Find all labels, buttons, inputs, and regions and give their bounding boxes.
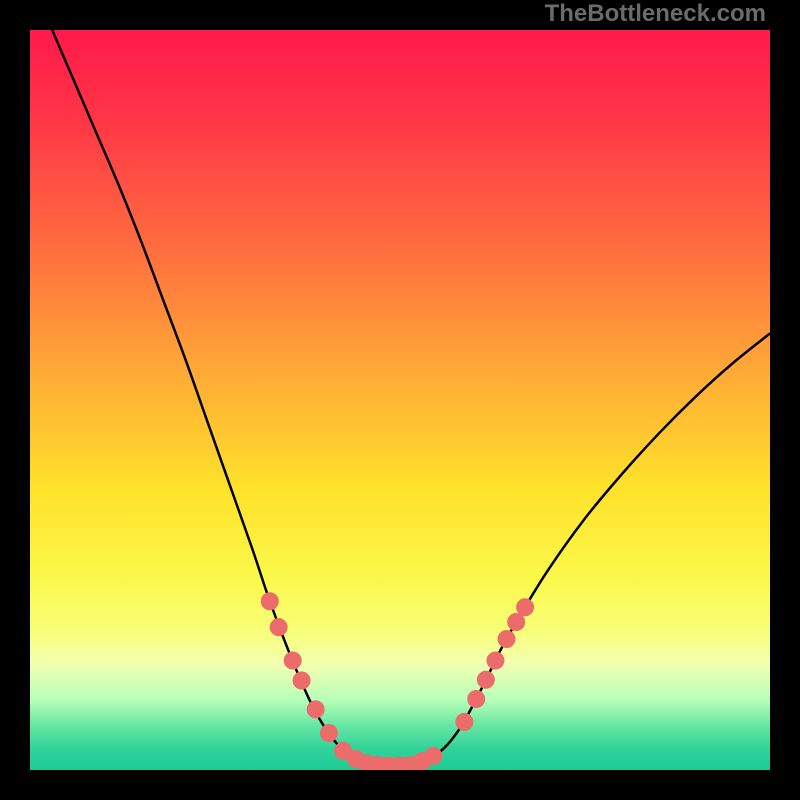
marker-dot	[261, 593, 278, 610]
marker-dot	[456, 713, 473, 730]
marker-dot	[508, 614, 525, 631]
watermark-text: TheBottleneck.com	[545, 0, 766, 28]
gradient-background	[30, 30, 770, 770]
marker-dot	[468, 690, 485, 707]
marker-dot	[284, 652, 301, 669]
marker-dot	[498, 631, 515, 648]
marker-dot	[517, 599, 534, 616]
marker-dot	[270, 619, 287, 636]
marker-dot	[307, 701, 324, 718]
marker-dot	[293, 672, 310, 689]
marker-dot	[320, 725, 337, 742]
marker-dot	[487, 652, 504, 669]
marker-dot	[425, 747, 442, 764]
marker-dot	[477, 671, 494, 688]
bottleneck-chart	[0, 0, 800, 800]
